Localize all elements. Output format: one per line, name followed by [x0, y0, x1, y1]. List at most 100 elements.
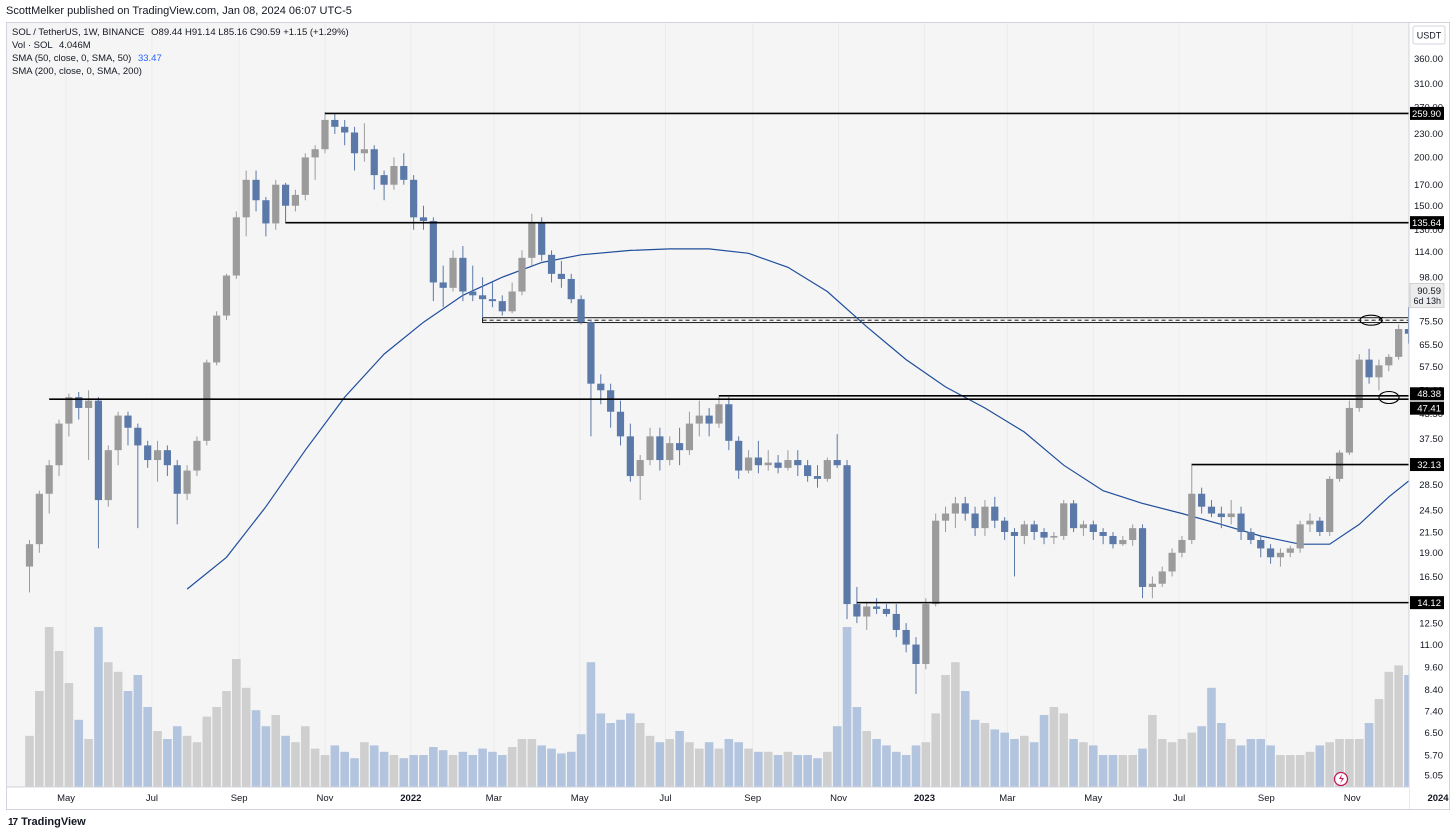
volume-bar-85 [862, 731, 872, 787]
candle-body-37 [390, 166, 398, 185]
volume-bar-116 [1167, 742, 1177, 787]
candle-body-103 [1040, 532, 1048, 538]
volume-bar-81 [823, 751, 832, 787]
candle-body-9 [114, 415, 122, 451]
volume-bar-14 [163, 739, 172, 787]
volume-bar-77 [783, 751, 793, 787]
tradingview-logo[interactable]: 17 TradingView [8, 816, 86, 828]
candle-body-1 [35, 493, 43, 545]
volume-bar-135 [1354, 739, 1364, 787]
time-axis: May Jul Sep Nov 2022 Mar May Jul Sep Nov 2023 Mar Ma… [7, 786, 1449, 809]
candle-body-7 [94, 400, 103, 501]
level-label-box-4 [1410, 458, 1444, 472]
last-price-label: 90.59 [1417, 286, 1441, 297]
candle-body-65 [666, 443, 674, 461]
volume-bar-28 [300, 726, 310, 787]
volume-bar-92 [931, 713, 940, 787]
chart-frame[interactable]: 5.055.706.507.408.409.6011.0012.5014.201… [6, 22, 1453, 810]
candle-body-66 [675, 443, 684, 451]
tradingview-brand-name: TradingView [21, 816, 86, 828]
time-tick-15: Nov [1344, 793, 1361, 804]
candle-body-8 [104, 450, 112, 501]
volume-bar-32 [340, 751, 349, 787]
candle-body-32 [341, 126, 349, 133]
candle-body-2 [45, 465, 53, 494]
candle-body-74 [754, 457, 762, 466]
candle-body-14 [163, 450, 171, 466]
candle-body-41 [429, 220, 437, 283]
volume-bar-86 [872, 739, 881, 787]
volume-bar-79 [803, 755, 812, 787]
candle-body-63 [646, 436, 654, 461]
level-label-1: 135.64 [1412, 218, 1441, 229]
candle-body-135 [1355, 359, 1363, 408]
volume-bar-93 [941, 675, 950, 787]
candle-body-12 [144, 445, 152, 461]
legend-sma200-label: SMA (200, close, 0, SMA, 200) [12, 66, 142, 77]
volume-bar-45 [468, 755, 478, 787]
price-tick-9: 16.50 [1419, 572, 1443, 583]
candle-body-20 [222, 275, 231, 316]
volume-bar-140 [1404, 675, 1413, 787]
candle-body-122 [1227, 513, 1235, 518]
time-tick-0: May [57, 793, 75, 804]
price-tick-28: 230.00 [1414, 129, 1443, 140]
price-tick-26: 170.00 [1414, 180, 1443, 191]
candle-body-22 [242, 179, 250, 218]
volume-bar-8 [103, 662, 113, 787]
volume-bar-131 [1315, 745, 1325, 787]
chart-legend: SOL / TetherUS, 1W, BINANCE O89.44 H91.1… [12, 26, 349, 78]
time-tick-9: Nov [830, 793, 847, 804]
legend-volume-row: Vol · SOL 4.046M [12, 39, 349, 52]
candle-body-109 [1099, 532, 1107, 536]
volume-bar-55 [566, 751, 576, 787]
candle-body-120 [1207, 506, 1216, 514]
price-tick-10: 19.00 [1419, 548, 1443, 559]
candle-body-69 [705, 415, 713, 424]
price-axis: 5.055.706.507.408.409.6011.0012.5014.201… [1408, 23, 1449, 809]
price-tick-30: 310.00 [1414, 79, 1443, 90]
candle-body-70 [715, 404, 723, 424]
candle-body-134 [1345, 407, 1353, 453]
publisher-line: ScottMelker published on TradingView.com… [6, 5, 352, 17]
candle-body-80 [813, 476, 822, 479]
volume-bar-70 [714, 748, 724, 787]
price-tick-6: 11.00 [1420, 640, 1443, 651]
candle-body-10 [124, 415, 132, 428]
candle-body-11 [134, 427, 142, 446]
tradingview-logo-icon: 17 [8, 817, 18, 828]
price-tick-0: 5.05 [1425, 771, 1444, 782]
price-tick-22: 98.00 [1419, 273, 1443, 284]
candle-body-95 [961, 503, 969, 514]
candle-body-81 [823, 460, 831, 479]
chart-canvas[interactable]: 5.055.706.507.408.409.6011.0012.5014.201… [7, 23, 1453, 809]
volume-bar-62 [635, 723, 645, 787]
candle-body-99 [1001, 520, 1009, 533]
candle-body-93 [941, 513, 950, 521]
candle-body-106 [1069, 503, 1078, 529]
candle-body-48 [498, 301, 506, 312]
volume-bar-66 [675, 731, 684, 787]
candle-body-119 [1198, 493, 1206, 507]
volume-bar-9 [113, 671, 123, 787]
volume-bar-16 [182, 735, 192, 787]
last-price-countdown: 6d 13h [1413, 296, 1441, 306]
legend-symbol-row: SOL / TetherUS, 1W, BINANCE O89.44 H91.1… [12, 26, 349, 39]
volume-bar-15 [172, 726, 182, 787]
volume-bar-5 [74, 719, 84, 787]
candle-body-124 [1247, 532, 1255, 541]
price-tick-27: 200.00 [1414, 153, 1443, 164]
volume-bar-51 [527, 739, 537, 787]
candle-body-100 [1010, 532, 1019, 536]
candle-body-137 [1375, 365, 1383, 378]
volume-bar-100 [1010, 739, 1019, 787]
volume-bar-4 [64, 683, 74, 787]
candle-body-110 [1109, 535, 1117, 545]
price-axis-bg [1409, 23, 1449, 809]
candle-body-128 [1286, 548, 1294, 553]
volume-bar-10 [123, 691, 133, 787]
candle-body-50 [518, 257, 526, 292]
publisher-bar: ScottMelker published on TradingView.com… [0, 0, 1456, 22]
volume-bar-74 [754, 751, 763, 787]
candle-body-6 [84, 400, 93, 408]
